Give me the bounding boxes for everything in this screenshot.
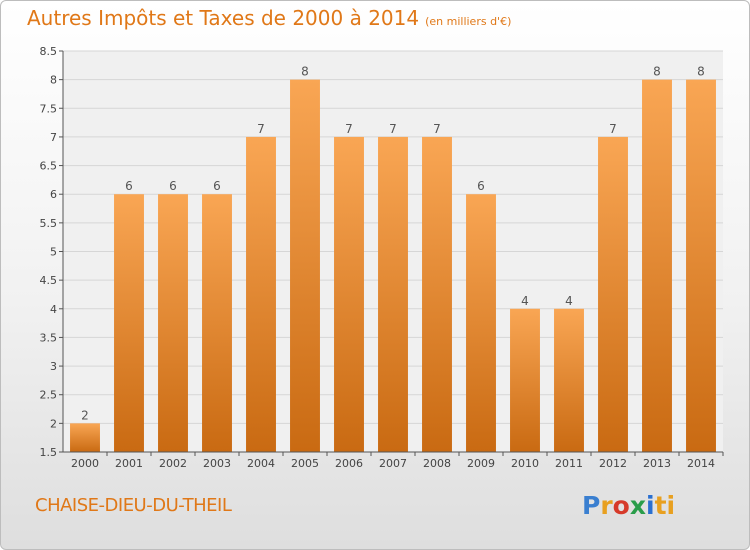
bar bbox=[290, 79, 320, 453]
bar bbox=[378, 136, 408, 452]
y-axis: 1.5 2 2.5 3 3.5 4 4.5 5 5.5 6 6.5 7 7.5 8 8.5 bbox=[40, 45, 64, 459]
y-tick-label: 8.5 bbox=[40, 45, 58, 58]
bars: 2 6 6 6 7 8 7 7 7 6 4 4 7 8 8 bbox=[70, 65, 716, 453]
bar bbox=[510, 308, 540, 452]
data-label: 8 bbox=[653, 65, 661, 79]
x-tick-label: 2011 bbox=[555, 457, 583, 470]
bar bbox=[422, 136, 452, 452]
y-tick-label: 7 bbox=[50, 131, 57, 144]
y-tick-label: 5 bbox=[50, 246, 57, 259]
bar bbox=[466, 194, 496, 452]
y-tick-label: 4.5 bbox=[40, 274, 58, 287]
bar bbox=[114, 194, 144, 452]
x-tick-label: 2004 bbox=[247, 457, 275, 470]
bar bbox=[334, 136, 364, 452]
title-unit: (en milliers d'€) bbox=[425, 15, 512, 28]
data-label: 2 bbox=[81, 408, 89, 422]
data-label: 7 bbox=[257, 122, 265, 136]
commune-name: CHAISE-DIEU-DU-THEIL bbox=[35, 495, 232, 516]
y-tick-label: 2.5 bbox=[40, 389, 58, 402]
y-tick-label: 4 bbox=[50, 303, 57, 316]
y-tick-label: 5.5 bbox=[40, 217, 58, 230]
y-tick-label: 7.5 bbox=[40, 102, 58, 115]
data-label: 7 bbox=[389, 122, 397, 136]
y-tick-label: 8 bbox=[50, 74, 57, 87]
data-label: 6 bbox=[169, 179, 177, 193]
data-label: 4 bbox=[521, 294, 529, 308]
x-tick-label: 2013 bbox=[643, 457, 671, 470]
x-tick-label: 2014 bbox=[687, 457, 715, 470]
logo-letter: x bbox=[629, 491, 646, 520]
y-tick-label: 6.5 bbox=[40, 160, 58, 173]
x-tick-label: 2012 bbox=[599, 457, 627, 470]
logo-letter: o bbox=[612, 491, 630, 520]
chart-title: Autres Impôts et Taxes de 2000 à 2014 (en… bbox=[27, 6, 511, 30]
bar bbox=[554, 308, 584, 452]
data-label: 6 bbox=[213, 179, 221, 193]
y-tick-label: 3.5 bbox=[40, 331, 58, 344]
x-tick-label: 2007 bbox=[379, 457, 407, 470]
logo-letter: r bbox=[600, 491, 613, 520]
bar bbox=[158, 194, 188, 452]
data-label: 8 bbox=[697, 65, 705, 79]
bar bbox=[70, 423, 100, 452]
title-text: Autres Impôts et Taxes de 2000 à 2014 bbox=[27, 6, 420, 30]
data-label: 6 bbox=[125, 179, 133, 193]
data-label: 8 bbox=[301, 65, 309, 79]
logo-letter: P bbox=[582, 491, 601, 520]
bar-chart: 1.5 2 2.5 3 3.5 4 4.5 5 5.5 6 6.5 7 7.5 8 8.5 2 6 6 6 7 8 7 7… bbox=[40, 45, 724, 470]
data-label: 7 bbox=[609, 122, 617, 136]
x-tick-label: 2001 bbox=[115, 457, 143, 470]
x-tick-label: 2010 bbox=[511, 457, 539, 470]
data-label: 7 bbox=[433, 122, 441, 136]
logo-letter: i bbox=[646, 491, 655, 520]
x-tick-label: 2003 bbox=[203, 457, 231, 470]
logo-letter: ti bbox=[654, 491, 676, 520]
y-tick-label: 2 bbox=[50, 417, 57, 430]
x-tick-label: 2009 bbox=[467, 457, 495, 470]
x-tick-label: 2008 bbox=[423, 457, 451, 470]
data-label: 6 bbox=[477, 179, 485, 193]
x-axis: 2000 2001 2002 2003 2004 2005 2006 2007 2008 2009… bbox=[63, 451, 724, 470]
data-label: 7 bbox=[345, 122, 353, 136]
bar bbox=[246, 136, 276, 452]
y-tick-label: 6 bbox=[50, 188, 57, 201]
y-tick-label: 3 bbox=[50, 360, 57, 373]
x-tick-label: 2000 bbox=[71, 457, 99, 470]
data-label: 4 bbox=[565, 294, 573, 308]
bar bbox=[642, 79, 672, 453]
bar bbox=[686, 79, 716, 453]
bar bbox=[598, 136, 628, 452]
bar bbox=[202, 194, 232, 452]
x-tick-label: 2002 bbox=[159, 457, 187, 470]
x-tick-label: 2005 bbox=[291, 457, 319, 470]
y-tick-label: 1.5 bbox=[40, 446, 58, 459]
proxiti-logo: Proxiti bbox=[582, 491, 675, 520]
x-tick-label: 2006 bbox=[335, 457, 363, 470]
